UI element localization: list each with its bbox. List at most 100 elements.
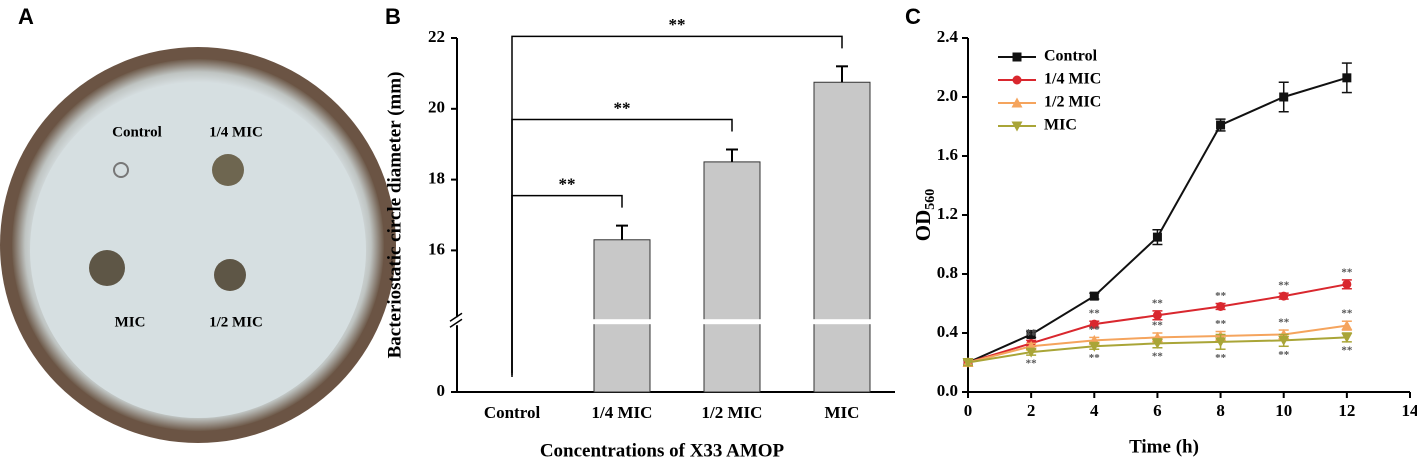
significance-label: ** xyxy=(669,15,686,34)
point xyxy=(1089,291,1099,301)
point-label: ** xyxy=(1089,352,1101,364)
point xyxy=(1279,92,1289,102)
agar xyxy=(30,82,366,418)
x-tick-label: 14 xyxy=(1402,401,1417,420)
point-label: ** xyxy=(1341,344,1353,356)
x-tick-label: 1/4 MIC xyxy=(592,403,653,422)
y-tick-label: 0 xyxy=(437,381,446,400)
x-tick-label: 0 xyxy=(964,401,973,420)
point-label: ** xyxy=(1278,280,1290,292)
bar-break xyxy=(593,319,651,325)
point xyxy=(1341,332,1353,343)
photo-label: 1/4 MIC xyxy=(209,124,263,140)
legend-marker xyxy=(1011,97,1023,108)
legend-label: 1/2 MIC xyxy=(1044,94,1101,111)
zone xyxy=(212,154,244,186)
x-tick-label: 2 xyxy=(1027,401,1036,420)
point-label: ** xyxy=(1215,318,1227,330)
point-label: ** xyxy=(1152,320,1164,332)
point-label: ** xyxy=(1026,358,1038,370)
y-tick-label: 0.8 xyxy=(937,263,958,282)
photo-label: MIC xyxy=(115,314,146,330)
y-tick-label: 20 xyxy=(428,98,445,117)
significance-label: ** xyxy=(614,98,631,117)
axis-break xyxy=(449,312,463,322)
y-tick-label: 2.0 xyxy=(937,86,958,105)
point xyxy=(1342,73,1352,83)
panel-label: B xyxy=(385,4,401,29)
x-tick-label: MIC xyxy=(825,403,860,422)
bar xyxy=(703,161,761,393)
point-label: ** xyxy=(1278,317,1290,329)
significance-label: ** xyxy=(559,175,576,194)
y-axis-label-main: OD xyxy=(911,210,935,242)
point xyxy=(1026,329,1036,339)
bar xyxy=(593,239,651,393)
point xyxy=(1088,341,1100,352)
x-tick-label: Control xyxy=(484,403,541,422)
x-tick-label: 4 xyxy=(1090,401,1099,420)
panel-label: C xyxy=(905,4,921,29)
x-tick-label: 12 xyxy=(1338,401,1355,420)
y-tick-label: 1.6 xyxy=(937,145,958,164)
y-tick-label: 22 xyxy=(428,27,445,46)
point xyxy=(1342,279,1352,289)
significance-bracket xyxy=(511,35,843,373)
point-label: ** xyxy=(1089,308,1101,320)
legend-marker xyxy=(1012,75,1022,85)
axis-break xyxy=(449,317,465,326)
point xyxy=(1216,301,1226,311)
y-axis-label: Bacteriostatic circle diameter (mm) xyxy=(384,72,405,359)
axis-break xyxy=(449,318,463,328)
point xyxy=(1278,335,1290,346)
y-tick-label: 2.4 xyxy=(937,27,959,46)
point xyxy=(1279,291,1289,301)
x-tick-label: 1/2 MIC xyxy=(702,403,763,422)
point-label: ** xyxy=(1341,308,1353,320)
y-axis-label: OD560 xyxy=(911,189,938,242)
legend-marker xyxy=(1011,121,1023,132)
legend-label: 1/4 MIC xyxy=(1044,71,1101,88)
point-label: ** xyxy=(1152,350,1164,362)
x-tick-label: 8 xyxy=(1216,401,1225,420)
petri-dish-photo: Control 1/4 MIC MIC 1/2 MIC xyxy=(0,47,396,443)
panel-label: A xyxy=(18,4,34,29)
y-tick-label: 0.4 xyxy=(937,322,959,341)
point xyxy=(1215,337,1227,348)
point xyxy=(962,358,974,368)
x-axis-label: Time (h) xyxy=(1129,436,1199,457)
x-axis-label: Concentrations of X33 AMOP xyxy=(540,440,785,461)
point-label: ** xyxy=(1278,349,1290,361)
bar xyxy=(813,81,871,393)
point xyxy=(1152,232,1162,242)
point xyxy=(1089,319,1099,329)
point-label: ** xyxy=(1089,324,1101,336)
photo-label: Control xyxy=(112,124,162,140)
legend-marker xyxy=(1012,52,1022,62)
x-tick-label: 10 xyxy=(1275,401,1292,420)
bar-break xyxy=(813,319,871,325)
y-tick-label: 16 xyxy=(428,239,445,258)
point xyxy=(1151,338,1163,349)
disc xyxy=(113,162,129,178)
point xyxy=(1216,120,1226,130)
photo-label: 1/2 MIC xyxy=(209,314,263,330)
zone xyxy=(89,250,125,286)
point-label: ** xyxy=(1026,327,1038,339)
x-tick-label: 6 xyxy=(1153,401,1162,420)
point-label: ** xyxy=(1026,330,1038,342)
legend-label: MIC xyxy=(1044,117,1077,134)
point-label: ** xyxy=(1215,290,1227,302)
point-label: ** xyxy=(1215,352,1227,364)
bar-break xyxy=(703,319,761,325)
zone xyxy=(214,259,246,291)
point-label: ** xyxy=(1152,297,1164,309)
y-tick-label: 18 xyxy=(428,169,445,188)
y-tick-label: 0.0 xyxy=(937,381,958,400)
point-label: ** xyxy=(1341,266,1353,278)
point xyxy=(1341,320,1353,331)
point xyxy=(1025,347,1037,358)
y-axis-label-sub: 560 xyxy=(923,189,938,210)
legend-label: Control xyxy=(1044,48,1098,65)
